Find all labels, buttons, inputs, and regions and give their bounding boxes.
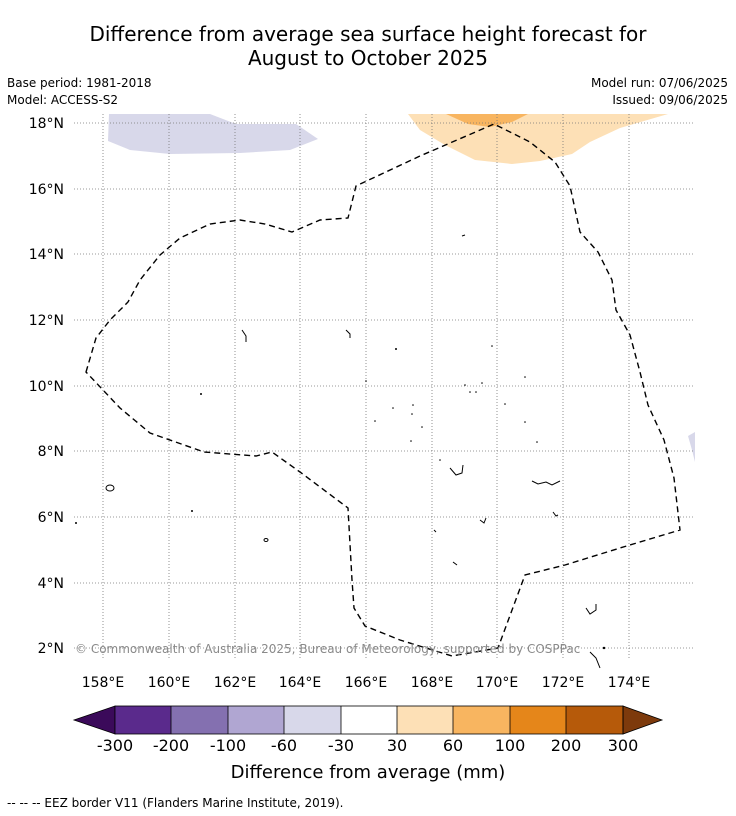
colorbar-extend-high [622, 705, 664, 735]
lon-label-174: 174°E [608, 675, 651, 691]
lon-label-170: 170°E [476, 675, 519, 691]
lat-label-12: 12°N [29, 313, 64, 329]
model-run: Model run: 07/06/2025 [590, 76, 728, 90]
colorbar-bin-1 [115, 706, 171, 734]
positive-anomaly-patch-north [408, 114, 668, 164]
lon-label-168: 168°E [411, 675, 454, 691]
colorbar-bin-4 [284, 706, 341, 734]
colorbar-tick-3: -100 [210, 736, 246, 755]
islands [105, 234, 601, 669]
colorbar-tick-6: 30 [387, 736, 407, 755]
lon-label-164: 164°E [279, 675, 322, 691]
lon-labels: 158°E 160°E 162°E 164°E 166°E 168°E 170°… [82, 675, 651, 691]
chart-title: Difference from average sea surface heig… [0, 22, 736, 70]
lon-label-172: 172°E [542, 675, 585, 691]
lat-label-6: 6°N [38, 510, 64, 526]
negative-anomaly-patch-north [108, 114, 318, 154]
model-name: Model: ACCESS-S2 [7, 93, 119, 107]
map-panel: © Commonwealth of Australia 2025, Bureau… [74, 114, 695, 669]
colorbar-ticks: -300 -200 -100 -60 -30 30 60 100 200 300 [97, 736, 638, 755]
title-line-1: Difference from average sea surface heig… [89, 22, 647, 46]
eez-footnote: -- -- -- EEZ border V11 (Flanders Marine… [7, 796, 344, 810]
issued-date: Issued: 09/06/2025 [612, 93, 728, 107]
colorbar-bin-2 [171, 706, 228, 734]
map-grid [74, 114, 695, 660]
lon-label-160: 160°E [148, 675, 191, 691]
lat-label-18: 18°N [29, 116, 64, 132]
lat-label-16: 16°N [29, 182, 64, 198]
lat-label-8: 8°N [38, 444, 64, 460]
colorbar-tick-10: 300 [608, 736, 639, 755]
small-islets [75, 345, 606, 650]
colorbar-tick-2: -200 [153, 736, 189, 755]
lon-label-166: 166°E [345, 675, 388, 691]
lat-label-4: 4°N [38, 576, 64, 592]
lat-labels: 18°N 16°N 14°N 12°N 10°N 8°N 6°N 4°N 2°N [29, 116, 64, 657]
base-period: Base period: 1981-2018 [7, 76, 152, 90]
colorbar-bin-7 [453, 706, 510, 734]
colorbar-label: Difference from average (mm) [231, 762, 506, 783]
colorbar-bin-6 [397, 706, 453, 734]
eez-border [85, 123, 681, 657]
colorbar-bin-9 [566, 706, 623, 734]
colorbar-tick-5: -30 [328, 736, 354, 755]
colorbar-tick-7: 60 [443, 736, 463, 755]
colorbar-bin-3 [228, 706, 284, 734]
copyright-note: © Commonwealth of Australia 2025, Bureau… [75, 642, 580, 656]
colorbar: -300 -200 -100 -60 -30 30 60 100 200 300… [72, 705, 664, 783]
lon-label-162: 162°E [214, 675, 257, 691]
lat-label-10: 10°N [29, 379, 64, 395]
strong-positive-anomaly-patch [446, 114, 528, 127]
negative-anomaly-patch-east [688, 432, 695, 462]
colorbar-bin-5 [341, 706, 397, 734]
meta-left: Base period: 1981-2018 Model: ACCESS-S2 [7, 75, 152, 109]
lat-label-2: 2°N [38, 641, 64, 657]
colorbar-extend-low [72, 705, 116, 735]
meta-right: Model run: 07/06/2025 Issued: 09/06/2025 [591, 75, 728, 109]
colorbar-tick-9: 200 [551, 736, 582, 755]
title-line-2: August to October 2025 [247, 46, 489, 70]
colorbar-tick-1: -300 [97, 736, 133, 755]
colorbar-bin-8 [510, 706, 566, 734]
colorbar-tick-4: -60 [271, 736, 297, 755]
lon-label-158: 158°E [82, 675, 125, 691]
lat-label-14: 14°N [29, 247, 64, 263]
colorbar-tick-8: 100 [495, 736, 526, 755]
